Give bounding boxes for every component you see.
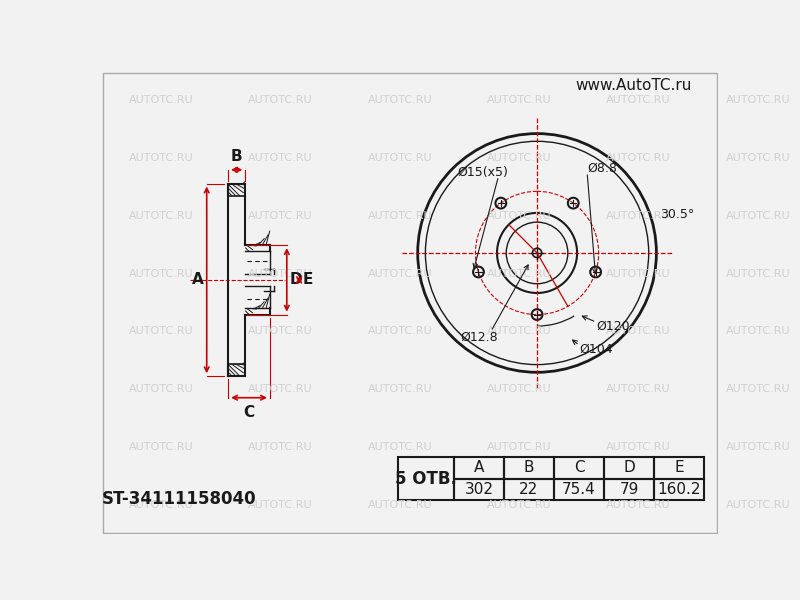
Text: AUTOTC.RU: AUTOTC.RU [129, 442, 194, 452]
Text: AUTOTC.RU: AUTOTC.RU [248, 153, 313, 163]
Text: AUTOTC.RU: AUTOTC.RU [726, 326, 790, 337]
Text: AUTOTC.RU: AUTOTC.RU [129, 384, 194, 394]
Bar [454, 479, 504, 500]
Text: AUTOTC.RU: AUTOTC.RU [487, 269, 552, 279]
Text: B: B [231, 149, 242, 164]
Text: AUTOTC.RU: AUTOTC.RU [606, 442, 671, 452]
Text: B: B [524, 460, 534, 475]
Text: AUTOTC.RU: AUTOTC.RU [726, 95, 790, 106]
Text: AUTOTC.RU: AUTOTC.RU [487, 500, 552, 510]
Text: 5 ОТВ.: 5 ОТВ. [395, 470, 457, 488]
Text: AUTOTC.RU: AUTOTC.RU [368, 95, 432, 106]
Text: AUTOTC.RU: AUTOTC.RU [606, 153, 671, 163]
Text: AUTOTC.RU: AUTOTC.RU [129, 269, 194, 279]
Text: www.AutoTC.ru: www.AutoTC.ru [575, 79, 691, 94]
Text: 160.2: 160.2 [658, 482, 701, 497]
Text: E: E [302, 272, 313, 287]
Text: AUTOTC.RU: AUTOTC.RU [248, 442, 313, 452]
Text: AUTOTC.RU: AUTOTC.RU [726, 153, 790, 163]
Text: AUTOTC.RU: AUTOTC.RU [368, 500, 432, 510]
Text: ST-34111158040: ST-34111158040 [102, 490, 256, 508]
Text: AUTOTC.RU: AUTOTC.RU [606, 500, 671, 510]
Text: 30.5°: 30.5° [660, 208, 694, 221]
Text: 79: 79 [619, 482, 638, 497]
Bar [654, 479, 704, 500]
Bar [504, 479, 554, 500]
Text: AUTOTC.RU: AUTOTC.RU [368, 269, 432, 279]
Bar [654, 457, 704, 479]
Text: Ø104: Ø104 [579, 343, 613, 356]
Text: AUTOTC.RU: AUTOTC.RU [248, 211, 313, 221]
Text: C: C [574, 460, 584, 475]
Text: AUTOTC.RU: AUTOTC.RU [248, 326, 313, 337]
Bar [604, 457, 654, 479]
Text: 75.4: 75.4 [562, 482, 596, 497]
Text: AUTOTC.RU: AUTOTC.RU [129, 326, 194, 337]
Text: AUTOTC.RU: AUTOTC.RU [248, 95, 313, 106]
Text: AUTOTC.RU: AUTOTC.RU [606, 211, 671, 221]
Text: AUTOTC.RU: AUTOTC.RU [726, 269, 790, 279]
Text: A: A [474, 460, 484, 475]
Text: AUTOTC.RU: AUTOTC.RU [726, 384, 790, 394]
Text: AUTOTC.RU: AUTOTC.RU [726, 500, 790, 510]
Bar [604, 479, 654, 500]
Text: Ø15(x5): Ø15(x5) [458, 166, 509, 179]
Text: Ø8.8: Ø8.8 [587, 162, 617, 175]
Text: AUTOTC.RU: AUTOTC.RU [487, 384, 552, 394]
Text: Ø12.8: Ø12.8 [461, 331, 498, 344]
Text: AUTOTC.RU: AUTOTC.RU [129, 211, 194, 221]
Text: AUTOTC.RU: AUTOTC.RU [368, 211, 432, 221]
Text: AUTOTC.RU: AUTOTC.RU [726, 442, 790, 452]
Text: AUTOTC.RU: AUTOTC.RU [248, 269, 313, 279]
Bar [454, 457, 504, 479]
Text: AUTOTC.RU: AUTOTC.RU [248, 500, 313, 510]
Text: AUTOTC.RU: AUTOTC.RU [129, 500, 194, 510]
Text: AUTOTC.RU: AUTOTC.RU [606, 95, 671, 106]
Text: AUTOTC.RU: AUTOTC.RU [606, 384, 671, 394]
Text: AUTOTC.RU: AUTOTC.RU [487, 211, 552, 221]
Bar [554, 479, 604, 500]
Text: C: C [243, 406, 254, 421]
Text: AUTOTC.RU: AUTOTC.RU [487, 442, 552, 452]
Text: AUTOTC.RU: AUTOTC.RU [368, 326, 432, 337]
Text: 22: 22 [519, 482, 538, 497]
Text: AUTOTC.RU: AUTOTC.RU [487, 326, 552, 337]
Text: AUTOTC.RU: AUTOTC.RU [368, 153, 432, 163]
Text: AUTOTC.RU: AUTOTC.RU [248, 384, 313, 394]
Bar [504, 457, 554, 479]
Text: E: E [674, 460, 684, 475]
Text: AUTOTC.RU: AUTOTC.RU [606, 326, 671, 337]
Text: D: D [290, 272, 302, 287]
Text: AUTOTC.RU: AUTOTC.RU [726, 211, 790, 221]
Text: AUTOTC.RU: AUTOTC.RU [129, 153, 194, 163]
Text: 302: 302 [465, 482, 494, 497]
Text: D: D [623, 460, 635, 475]
Text: AUTOTC.RU: AUTOTC.RU [368, 384, 432, 394]
Bar [554, 457, 604, 479]
Text: AUTOTC.RU: AUTOTC.RU [487, 153, 552, 163]
Text: A: A [192, 272, 203, 287]
Text: AUTOTC.RU: AUTOTC.RU [606, 269, 671, 279]
Text: AUTOTC.RU: AUTOTC.RU [487, 95, 552, 106]
Bar [398, 457, 454, 500]
Text: AUTOTC.RU: AUTOTC.RU [368, 442, 432, 452]
Text: Ø120: Ø120 [596, 320, 630, 332]
Text: AUTOTC.RU: AUTOTC.RU [129, 95, 194, 106]
